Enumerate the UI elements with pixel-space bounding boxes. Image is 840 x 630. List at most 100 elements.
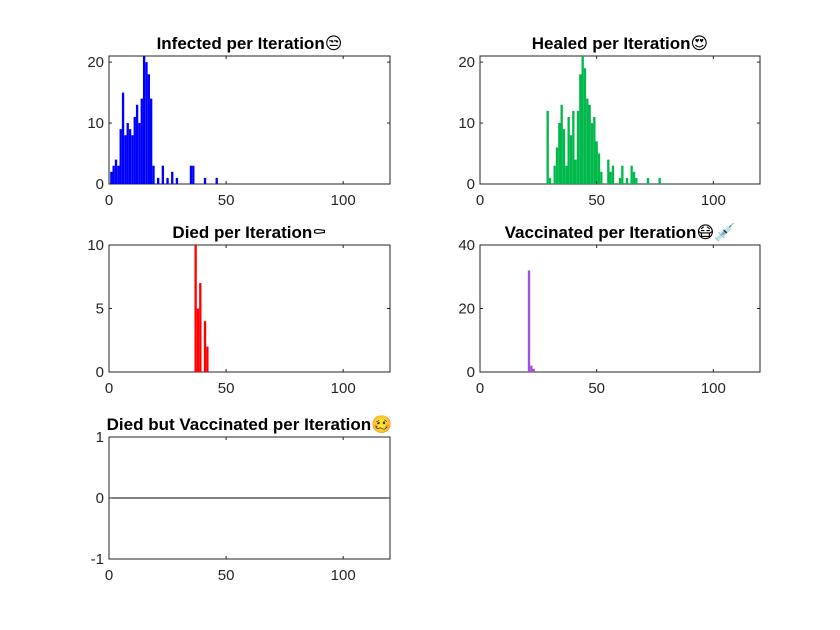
bar bbox=[206, 346, 209, 372]
bar bbox=[157, 177, 160, 184]
bar bbox=[588, 104, 591, 184]
bar bbox=[142, 56, 146, 184]
bar bbox=[548, 177, 552, 184]
bar bbox=[581, 56, 584, 184]
bar bbox=[152, 165, 155, 184]
y-tick-label: 40 bbox=[458, 237, 475, 254]
axes-box bbox=[479, 55, 761, 185]
bar bbox=[560, 104, 563, 184]
bar bbox=[140, 98, 143, 184]
bar bbox=[121, 92, 125, 184]
title-emoji-icon: 😍 bbox=[690, 34, 708, 54]
y-tick-label: 10 bbox=[87, 237, 104, 254]
subplot-title: Infected per Iteration😒 bbox=[157, 34, 343, 54]
x-tick-label: 100 bbox=[701, 380, 726, 397]
y-tick-label: 0 bbox=[96, 490, 104, 507]
bar bbox=[171, 171, 174, 184]
title-emoji-icon: 😷💉 bbox=[696, 222, 735, 243]
bar bbox=[189, 165, 193, 184]
bar bbox=[593, 116, 596, 184]
bar bbox=[579, 74, 582, 184]
bar bbox=[166, 177, 169, 184]
subplot-title: Vaccinated per Iteration😷💉 bbox=[505, 222, 736, 243]
y-tick-label: 0 bbox=[96, 176, 104, 193]
x-tick-label: 0 bbox=[476, 380, 484, 397]
bar bbox=[199, 283, 202, 372]
bar bbox=[145, 62, 148, 184]
bar bbox=[576, 110, 580, 184]
bar bbox=[119, 129, 122, 184]
x-tick-label: 50 bbox=[588, 192, 605, 209]
bar bbox=[567, 116, 570, 184]
subplot-4: 0 50 100 0 20 40 Vaccinated per Iteration😷💉 bbox=[458, 222, 761, 397]
x-tick-label: 100 bbox=[331, 567, 356, 584]
bar bbox=[558, 123, 561, 184]
bar bbox=[215, 177, 218, 184]
bar bbox=[530, 365, 533, 372]
bar bbox=[203, 177, 207, 184]
bar bbox=[574, 159, 577, 184]
bar bbox=[597, 153, 601, 184]
x-tick-label: 0 bbox=[105, 380, 113, 397]
bar bbox=[586, 98, 589, 184]
bar bbox=[110, 171, 113, 184]
bar bbox=[611, 165, 615, 184]
bar bbox=[114, 159, 118, 184]
bar bbox=[133, 116, 136, 184]
bar bbox=[131, 135, 134, 184]
bar bbox=[562, 129, 566, 184]
bar bbox=[595, 141, 598, 184]
subplot-title-text: Died per Iteration bbox=[172, 223, 312, 242]
subplot-title-text: Died but Vaccinated per Iteration bbox=[107, 415, 372, 434]
subplot-title-text: Vaccinated per Iteration bbox=[505, 223, 697, 242]
subplot-title-text: Healed per Iteration bbox=[532, 34, 691, 53]
title-emoji-icon: ⚰ bbox=[312, 223, 326, 243]
bar bbox=[175, 177, 179, 184]
y-tick-label: -1 bbox=[91, 551, 104, 568]
bar bbox=[203, 321, 207, 372]
x-tick-label: 0 bbox=[105, 192, 113, 209]
bar bbox=[632, 171, 636, 184]
title-emoji-icon: 🥴 bbox=[371, 415, 392, 435]
x-tick-label: 0 bbox=[105, 567, 113, 584]
bar bbox=[112, 165, 115, 184]
y-tick-label: 0 bbox=[467, 364, 475, 381]
y-tick-label: 0 bbox=[96, 364, 104, 381]
bar bbox=[128, 129, 132, 184]
bar bbox=[532, 368, 535, 372]
bar bbox=[196, 308, 200, 372]
bar bbox=[149, 98, 153, 184]
x-tick-label: 100 bbox=[331, 192, 356, 209]
subplot-title: Died but Vaccinated per Iteration🥴 bbox=[107, 415, 393, 435]
bar bbox=[192, 165, 195, 184]
title-emoji-icon: 😒 bbox=[325, 34, 343, 54]
bar bbox=[527, 270, 531, 372]
bar bbox=[553, 165, 556, 184]
x-tick-label: 50 bbox=[218, 567, 235, 584]
y-tick-label: 5 bbox=[96, 301, 104, 318]
subplot-3: 0 50 100 0 5 10 Died per Iteration⚰ bbox=[87, 223, 391, 397]
x-tick-label: 100 bbox=[701, 192, 726, 209]
bar bbox=[546, 110, 549, 184]
bar bbox=[124, 135, 127, 184]
y-tick-label: 10 bbox=[87, 115, 104, 132]
axes-box bbox=[108, 244, 391, 373]
bar bbox=[555, 147, 559, 184]
bar bbox=[621, 165, 624, 184]
bar bbox=[646, 177, 650, 184]
bar bbox=[607, 159, 610, 184]
y-tick-label: 1 bbox=[96, 429, 104, 446]
subplot-title-text: Infected per Iteration bbox=[157, 34, 325, 53]
x-tick-label: 50 bbox=[588, 380, 605, 397]
bar bbox=[600, 171, 603, 184]
bar bbox=[630, 165, 633, 184]
bar bbox=[583, 68, 587, 184]
bar bbox=[625, 177, 629, 184]
bar bbox=[590, 123, 594, 184]
y-tick-label: 10 bbox=[458, 115, 475, 132]
bar bbox=[194, 245, 197, 372]
bar bbox=[147, 74, 150, 184]
axes-box bbox=[479, 244, 761, 373]
